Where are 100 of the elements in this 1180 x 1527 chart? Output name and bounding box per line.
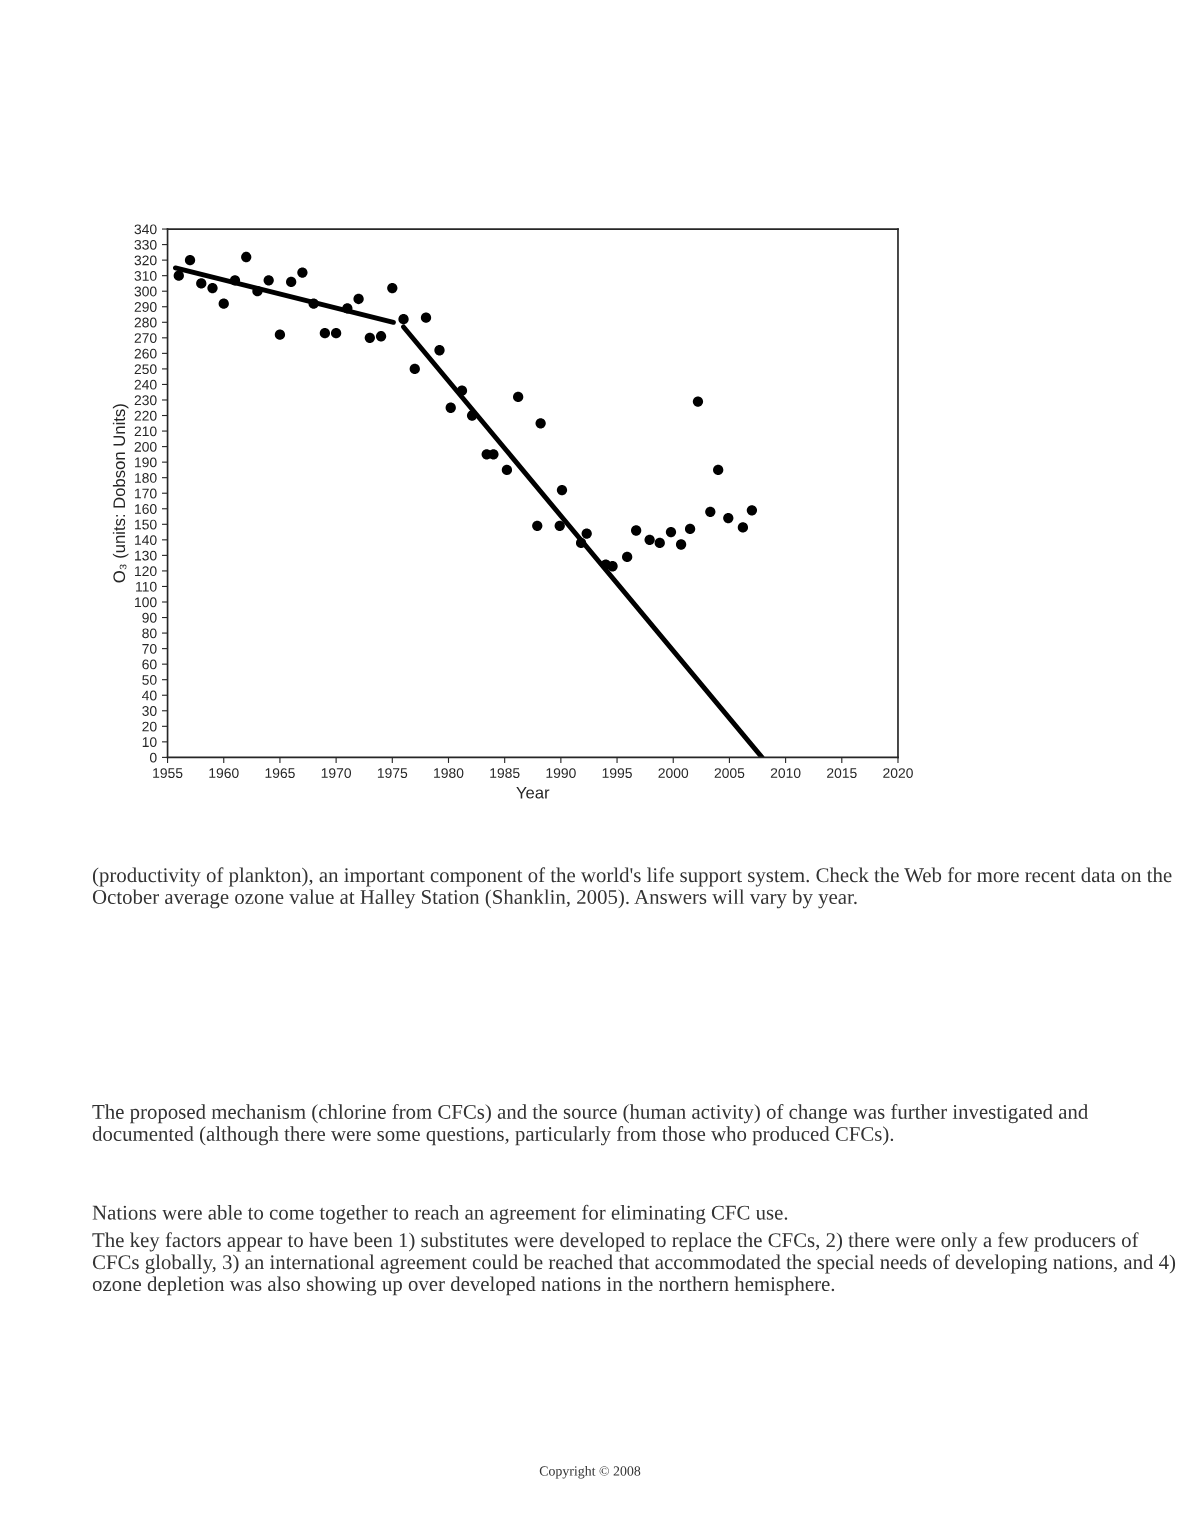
point <box>692 396 704 407</box>
y-tick-label: 0 <box>149 752 157 763</box>
point <box>501 464 513 476</box>
point <box>308 298 319 309</box>
y-tick-label: 250 <box>134 364 157 375</box>
point <box>274 329 286 340</box>
point <box>665 526 677 538</box>
point <box>631 525 642 536</box>
point <box>575 537 587 549</box>
y-tick-label: 280 <box>134 317 157 328</box>
point <box>263 275 274 286</box>
point <box>654 537 665 549</box>
x-tick-label: 2000 <box>658 768 689 779</box>
point <box>353 293 364 305</box>
y-tick-label: 100 <box>135 597 157 608</box>
point <box>184 254 196 266</box>
point <box>456 385 468 396</box>
point <box>319 328 331 339</box>
point <box>737 522 749 533</box>
point <box>364 332 375 343</box>
point <box>196 278 207 289</box>
y-tick-label: 30 <box>142 706 157 716</box>
y-tick-label: 40 <box>142 690 157 701</box>
point <box>622 551 633 563</box>
x-tick-label: 1985 <box>490 768 520 779</box>
point <box>746 505 758 516</box>
point <box>342 303 353 314</box>
y-tick-label: 20 <box>142 721 157 732</box>
y-tick-label: 210 <box>134 426 157 437</box>
y-tick-label: 160 <box>135 504 157 514</box>
point <box>434 345 445 356</box>
y-tick-label: 110 <box>136 581 157 592</box>
x-tick-label: 1965 <box>265 768 295 779</box>
point <box>675 539 687 550</box>
y-tick-label: 260 <box>134 348 157 359</box>
point <box>684 523 696 535</box>
point <box>581 528 592 539</box>
y-tick-label: 60 <box>142 659 157 670</box>
y-tick-label: 80 <box>142 628 157 639</box>
x-axis-title: Year <box>516 786 550 799</box>
point <box>398 314 409 325</box>
point <box>554 520 565 531</box>
text: Nations were able to come together to reach an agreement for eliminating CFC use. <box>92 1204 788 1224</box>
x-tick-label: 1990 <box>546 768 576 779</box>
point <box>532 520 543 531</box>
point <box>375 331 387 342</box>
point <box>607 561 618 572</box>
y-axis-title: O₃ (units: Dobson Units) <box>112 404 129 583</box>
x-tick-label: 1970 <box>321 768 352 779</box>
y-tick-label: 310 <box>134 271 157 281</box>
point <box>286 276 297 288</box>
y-tick-label: 220 <box>134 410 157 421</box>
y-tick-label: 190 <box>135 457 157 468</box>
y-tick-label: 170 <box>135 488 157 499</box>
y-tick-label: 50 <box>142 675 157 685</box>
point <box>387 282 398 294</box>
point <box>513 391 524 403</box>
point <box>241 251 252 263</box>
point <box>330 328 342 339</box>
point <box>556 484 568 496</box>
point <box>173 270 184 281</box>
y-tick-label: 240 <box>134 379 157 390</box>
y-tick-label: 10 <box>142 737 157 748</box>
y-tick-label: 340 <box>134 224 157 235</box>
y-tick-label: 270 <box>134 333 157 343</box>
x-tick-label: 1995 <box>602 768 632 779</box>
y-tick-label: 180 <box>135 473 157 483</box>
x-tick-label: 1960 <box>209 768 239 779</box>
point <box>409 363 420 375</box>
x-tick-label: 1955 <box>153 768 183 779</box>
y-tick-label: 130 <box>135 550 157 561</box>
point <box>705 506 716 518</box>
point <box>644 534 655 545</box>
y-tick-label: 320 <box>134 255 157 266</box>
point <box>723 512 734 524</box>
point <box>218 298 229 309</box>
y-tick-label: 70 <box>142 643 157 654</box>
y-tick-label: 200 <box>134 441 157 452</box>
text: The key factors appear to have been 1) substitutes were developed to replace the CFCs, 2) there were only a few producers of CFCs globally, 3) an international agreement could be reached that accommodated the special needs of developing nations, and 4) ozone depletion was also showing up over developed nations in the northern hemisphere. <box>92 1232 1176 1296</box>
y-tick-label: 150 <box>135 519 157 530</box>
point <box>713 464 724 476</box>
text: Copyright © 2008 <box>539 1465 641 1479</box>
y-tick-label: 330 <box>134 239 157 250</box>
x-tick-label: 1980 <box>434 768 464 779</box>
y-tick-label: 300 <box>134 286 157 297</box>
y-tick-label: 140 <box>135 535 157 546</box>
point <box>297 267 308 278</box>
point <box>207 282 218 294</box>
point <box>252 286 263 297</box>
point <box>466 410 478 421</box>
x-tick-label: 2020 <box>883 768 913 779</box>
y-tick-label: 90 <box>142 612 157 623</box>
x-tick-label: 2015 <box>827 768 857 779</box>
x-tick-label: 2005 <box>714 768 745 779</box>
point <box>229 275 241 286</box>
y-tick-label: 120 <box>135 566 157 577</box>
point <box>535 418 546 429</box>
point <box>445 402 456 413</box>
text: The proposed mechanism (chlorine from CFCs) and the source (human activity) of change was further investigated and documented (although there were some questions, particularly from those who produced CFCs). <box>92 1104 1089 1146</box>
point <box>420 312 432 323</box>
